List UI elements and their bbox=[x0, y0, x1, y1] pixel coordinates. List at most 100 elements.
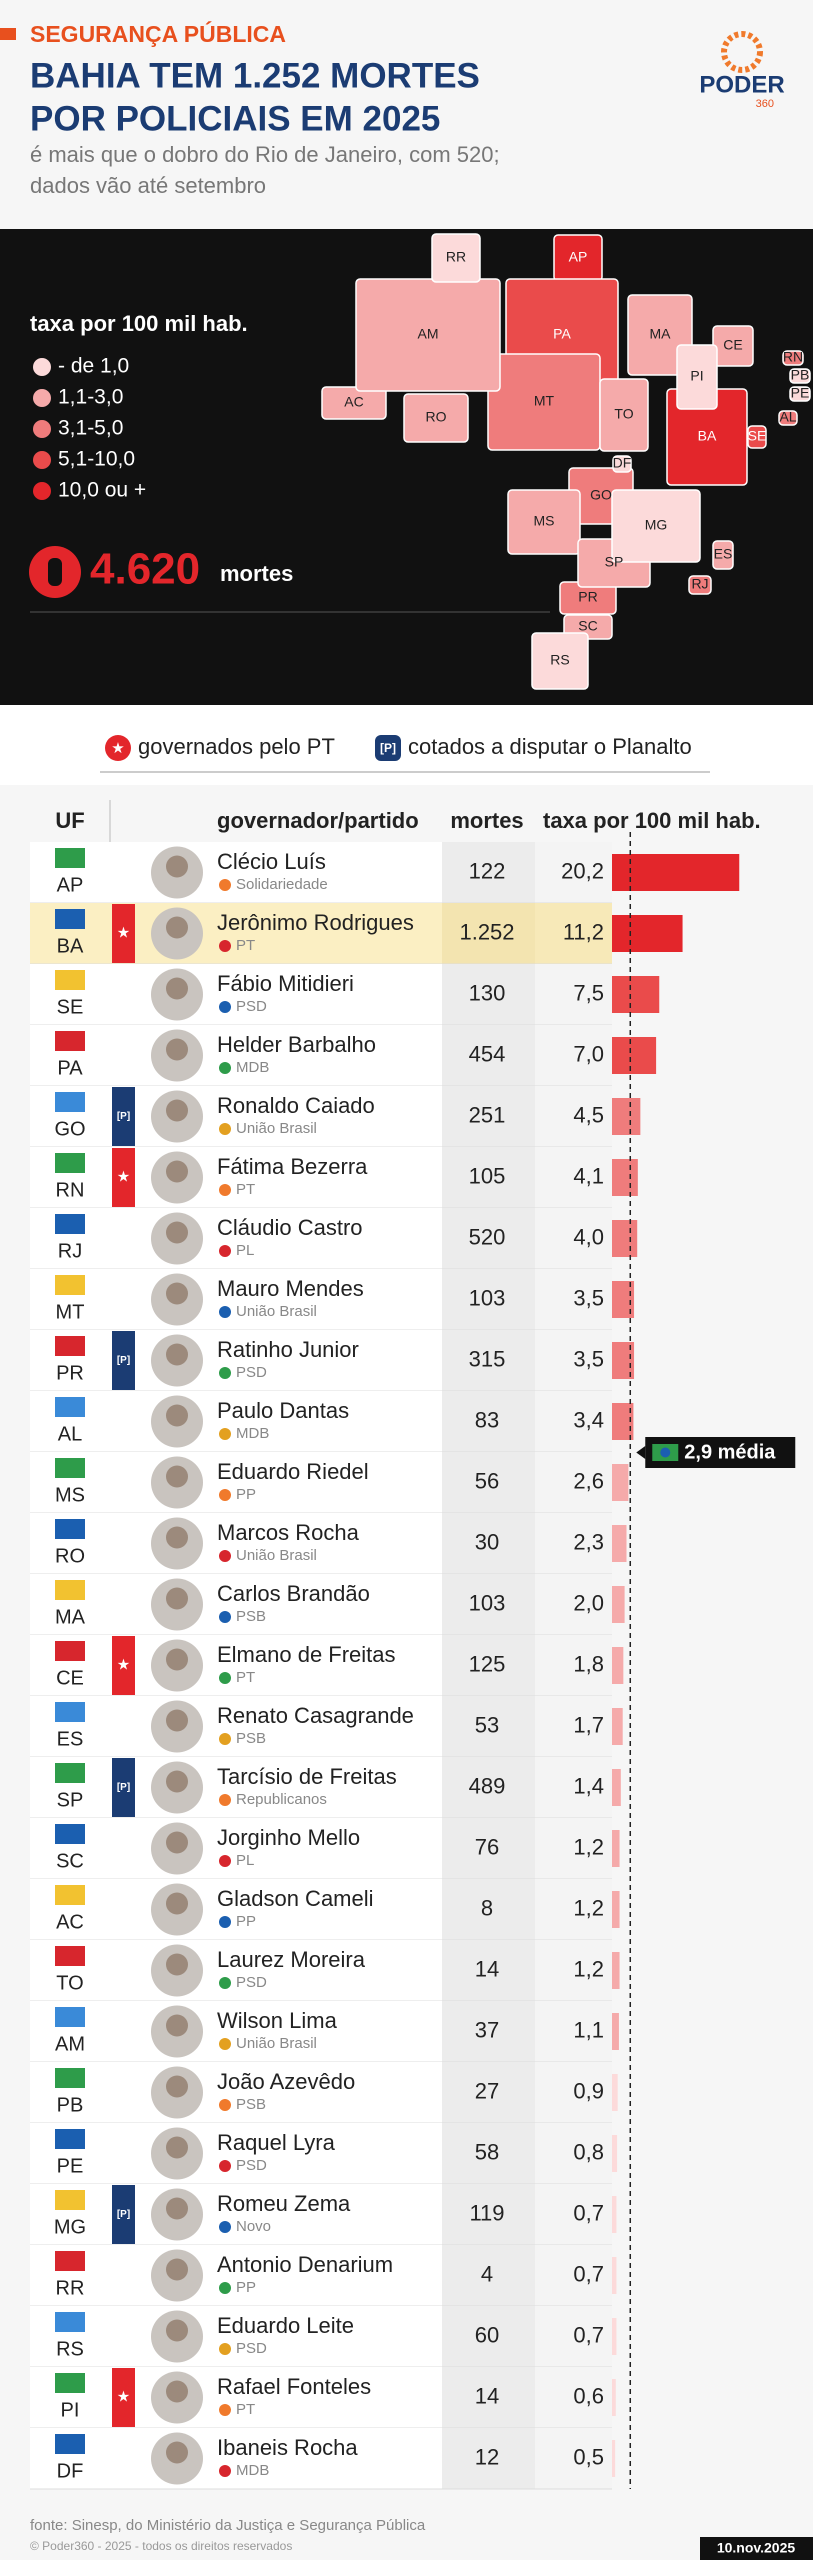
photo bbox=[166, 1282, 188, 1305]
photo bbox=[166, 1160, 188, 1183]
flag bbox=[55, 1458, 85, 1478]
map-state-label: RR bbox=[446, 249, 466, 265]
map-state-label: PA bbox=[553, 326, 571, 342]
rate-cell bbox=[535, 2184, 612, 2245]
logo-icon bbox=[721, 31, 763, 73]
uf: PR bbox=[56, 1362, 84, 1384]
governor: Marcos Rocha bbox=[217, 1520, 360, 1545]
average-pointer bbox=[636, 1446, 646, 1459]
planalto-marker: [P] bbox=[117, 1355, 130, 1366]
party: PL bbox=[236, 1852, 254, 1869]
flag bbox=[55, 1763, 85, 1783]
party: PP bbox=[236, 1913, 256, 1930]
governor: Gladson Cameli bbox=[217, 1886, 374, 1911]
rate-cell bbox=[535, 2123, 612, 2184]
uf: PE bbox=[57, 2155, 84, 2177]
map-state-label: PE bbox=[791, 385, 810, 401]
bar bbox=[612, 1647, 624, 1684]
flag bbox=[55, 2434, 85, 2454]
governor: Raquel Lyra bbox=[217, 2130, 336, 2155]
deaths-cell bbox=[442, 1269, 535, 1330]
deaths-cell bbox=[442, 1391, 535, 1452]
party-icon bbox=[219, 1306, 231, 1318]
rate-label: 1,1 bbox=[573, 2017, 604, 2042]
rate-label: 20,2 bbox=[561, 858, 604, 883]
rate-cell bbox=[535, 842, 612, 903]
photo bbox=[166, 1465, 188, 1488]
party: PSD bbox=[236, 1974, 267, 1991]
party-icon bbox=[219, 1123, 231, 1135]
flag bbox=[55, 1397, 85, 1417]
kicker-bar bbox=[0, 28, 16, 40]
photo bbox=[166, 2136, 188, 2159]
party: MDB bbox=[236, 2462, 269, 2479]
map-state bbox=[747, 425, 767, 449]
party: Republicanos bbox=[236, 1791, 327, 1808]
map-state-label: RS bbox=[550, 652, 569, 668]
rate-cell bbox=[535, 1452, 612, 1513]
rate-label: 0,9 bbox=[573, 2078, 604, 2103]
party: PT bbox=[236, 1181, 255, 1198]
governor: Rafael Fonteles bbox=[217, 2374, 371, 2399]
pt-marker bbox=[112, 1636, 135, 1695]
party: PSD bbox=[236, 998, 267, 1015]
deaths-cell bbox=[442, 1818, 535, 1879]
rate-label: 0,6 bbox=[573, 2383, 604, 2408]
bar bbox=[612, 1159, 638, 1196]
map-state-label: TO bbox=[614, 406, 633, 422]
governor: Eduardo Leite bbox=[217, 2313, 354, 2338]
deaths-cell bbox=[442, 1635, 535, 1696]
deaths-cell bbox=[442, 2306, 535, 2367]
map-state-label: PI bbox=[690, 368, 703, 384]
date: 10.nov.2025 bbox=[717, 2540, 796, 2556]
rate-label: 3,5 bbox=[573, 1285, 604, 1310]
planalto-marker bbox=[112, 2185, 135, 2244]
photo bbox=[166, 1770, 188, 1793]
planalto-marker bbox=[112, 1331, 135, 1390]
governor: Carlos Brandão bbox=[217, 1581, 370, 1606]
rate-cell bbox=[535, 1574, 612, 1635]
party-icon bbox=[219, 1916, 231, 1928]
party: PP bbox=[236, 1486, 256, 1503]
party: União Brasil bbox=[236, 1120, 317, 1137]
rate-label: 1,2 bbox=[573, 1895, 604, 1920]
uf: PB bbox=[57, 2094, 84, 2116]
uf: AM bbox=[55, 2033, 85, 2055]
bar bbox=[612, 976, 660, 1013]
party-icon bbox=[219, 2160, 231, 2172]
deaths: 489 bbox=[469, 1773, 506, 1798]
rate-label: 0,7 bbox=[573, 2322, 604, 2347]
party-icon bbox=[219, 2221, 231, 2233]
party-icon bbox=[219, 1550, 231, 1562]
rate-cell bbox=[535, 1696, 612, 1757]
bar bbox=[612, 1891, 620, 1928]
uf: RO bbox=[55, 1545, 85, 1567]
total-icon bbox=[48, 558, 62, 586]
map-state bbox=[712, 540, 734, 570]
party-icon bbox=[219, 1733, 231, 1745]
flag bbox=[55, 1580, 85, 1600]
deaths: 14 bbox=[475, 1956, 499, 1981]
uf: GO bbox=[54, 1118, 85, 1140]
photo bbox=[166, 1587, 188, 1610]
planalto-icon: [P] bbox=[380, 741, 396, 755]
flag bbox=[55, 1946, 85, 1966]
pt-marker bbox=[112, 1148, 135, 1207]
party: PL bbox=[236, 1242, 254, 1259]
rate-label: 0,7 bbox=[573, 2261, 604, 2286]
legend-label: - de 1,0 bbox=[58, 355, 129, 378]
map-state bbox=[431, 233, 481, 283]
flag bbox=[55, 1031, 85, 1051]
deaths: 4 bbox=[481, 2261, 493, 2286]
rate-cell bbox=[535, 1513, 612, 1574]
flag bbox=[55, 1824, 85, 1844]
map-state-label: DF bbox=[613, 455, 632, 471]
governor: Tarcísio de Freitas bbox=[217, 1764, 397, 1789]
date-box bbox=[700, 2537, 813, 2560]
deaths: 122 bbox=[469, 858, 506, 883]
rate-label: 0,8 bbox=[573, 2139, 604, 2164]
governor: Mauro Mendes bbox=[217, 1276, 364, 1301]
flag bbox=[55, 2129, 85, 2149]
deaths-cell bbox=[442, 1879, 535, 1940]
pt-marker: ★ bbox=[117, 924, 130, 941]
